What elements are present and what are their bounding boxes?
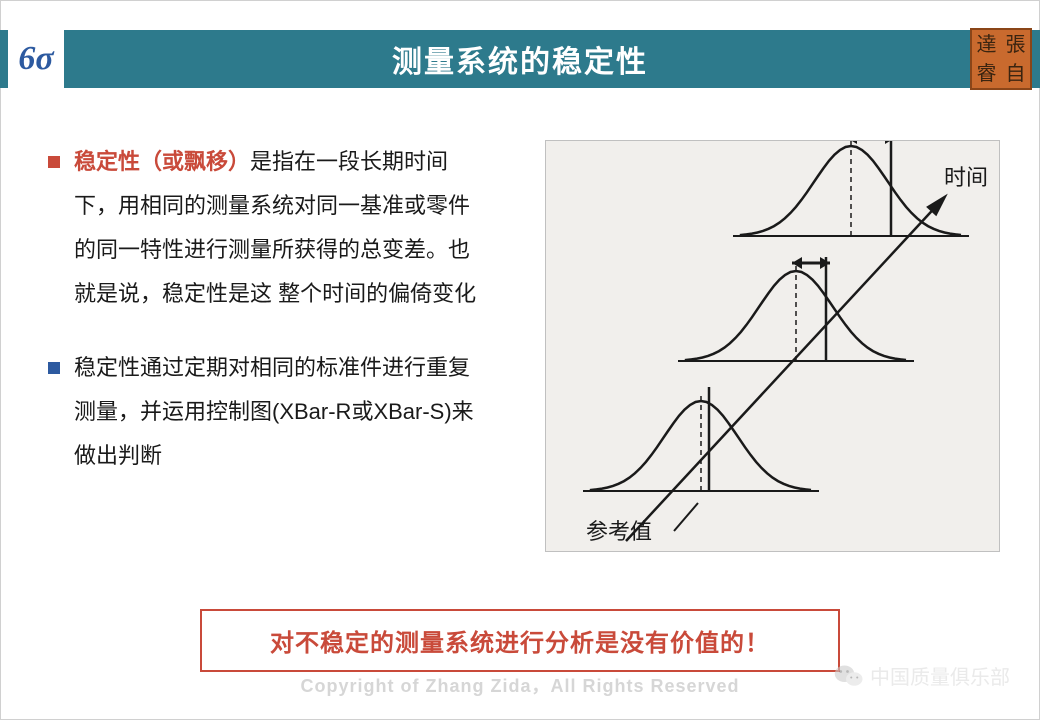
six-sigma-logo: 6σ — [8, 28, 64, 90]
bullet-item: 稳定性（或飘移）是指在一段长期时间下，用相同的测量系统对同一基准或零件的同一特性… — [48, 140, 478, 316]
stability-diagram: 时间参考值 — [545, 140, 1000, 552]
diagram-svg: 时间参考值 — [546, 141, 1001, 553]
bullet-marker — [48, 156, 60, 168]
seal-char: 自 — [1001, 59, 1030, 88]
bullet-rest: 稳定性通过定期对相同的标准件进行重复测量，并运用控制图(XBar-R或XBar-… — [74, 355, 474, 468]
seal-char: 達 — [972, 30, 1001, 59]
bullet-item: 稳定性通过定期对相同的标准件进行重复测量，并运用控制图(XBar-R或XBar-… — [48, 346, 478, 478]
watermark-text: 中国质量俱乐部 — [870, 661, 1010, 690]
wechat-icon — [834, 663, 864, 689]
seal-char: 張 — [1001, 30, 1030, 59]
bullet-highlight: 稳定性（或飘移） — [74, 149, 250, 174]
callout-box: 对不稳定的测量系统进行分析是没有价值的！ — [200, 609, 840, 672]
header-bar: 测量系统的稳定性 — [0, 30, 1040, 88]
bullet-marker — [48, 362, 60, 374]
callout-text: 对不稳定的测量系统进行分析是没有价值的！ — [222, 623, 818, 658]
watermark: 中国质量俱乐部 — [834, 661, 1010, 690]
bullet-text: 稳定性通过定期对相同的标准件进行重复测量，并运用控制图(XBar-R或XBar-… — [74, 346, 478, 478]
bullet-text: 稳定性（或飘移）是指在一段长期时间下，用相同的测量系统对同一基准或零件的同一特性… — [74, 140, 478, 316]
svg-text:参考值: 参考值 — [586, 519, 652, 544]
seal-logo: 達 張 睿 自 — [970, 28, 1032, 90]
seal-char: 睿 — [972, 59, 1001, 88]
page-title: 测量系统的稳定性 — [392, 37, 648, 81]
content-area: 稳定性（或飘移）是指在一段长期时间下，用相同的测量系统对同一基准或零件的同一特性… — [48, 140, 478, 508]
svg-text:时间: 时间 — [944, 165, 988, 190]
